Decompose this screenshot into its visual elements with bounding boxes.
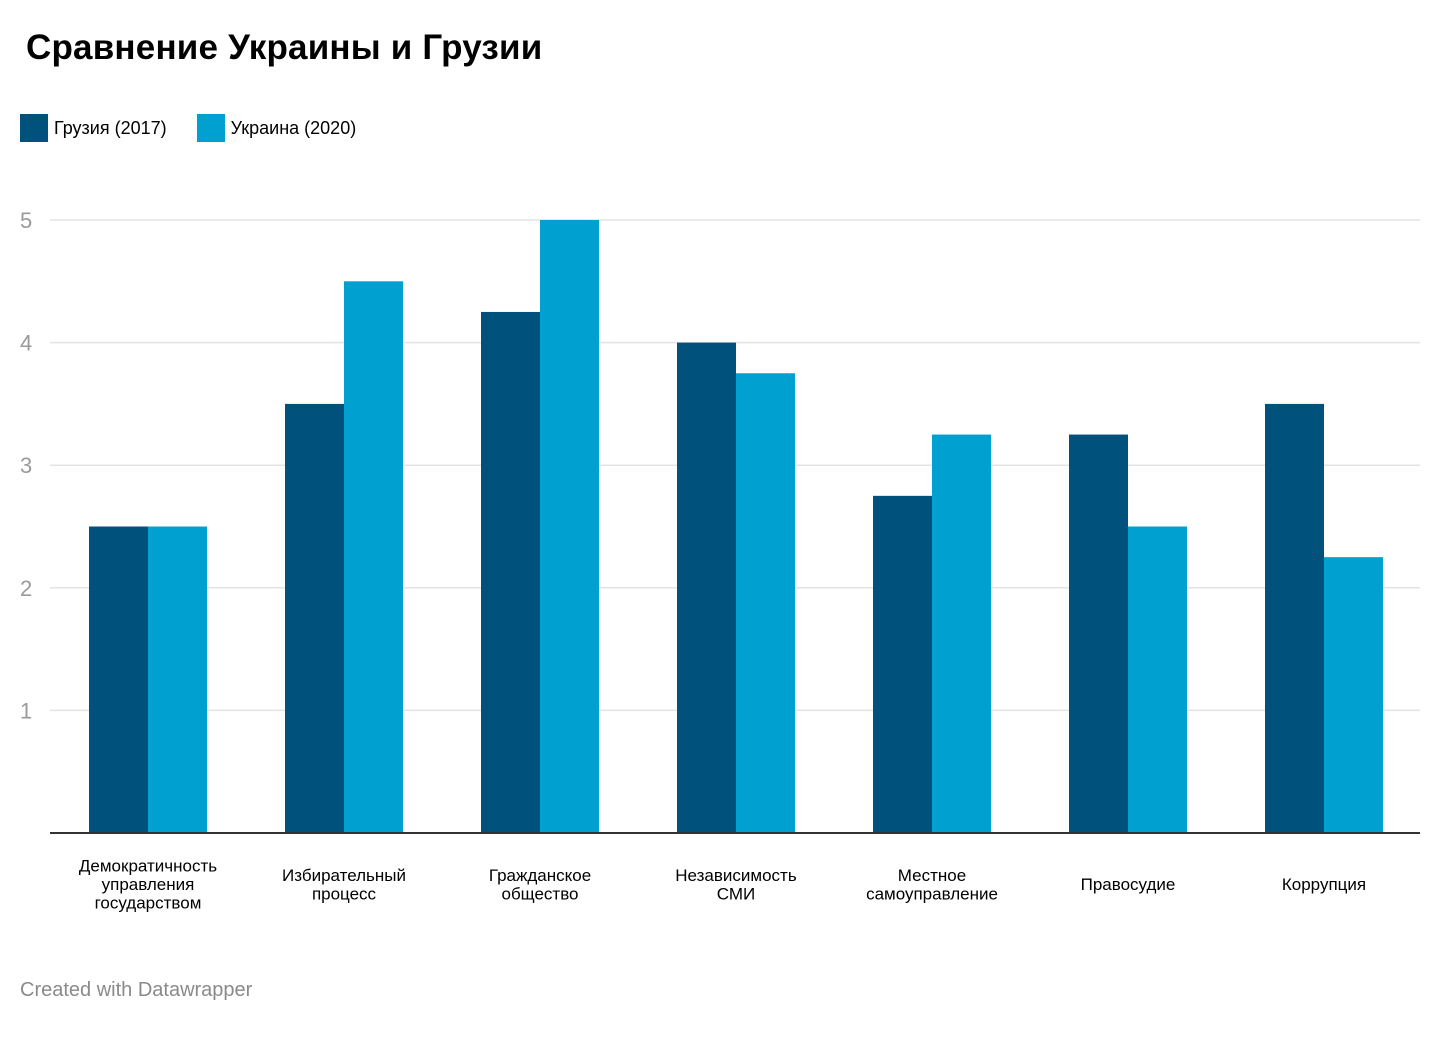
x-category-label-line: управления	[102, 875, 195, 894]
bar-georgia	[873, 495, 932, 833]
x-category-label: Демократичность управления государством	[79, 857, 217, 913]
x-category-label-line: Избирательный	[282, 866, 406, 885]
legend-label-georgia: Грузия (2017)	[54, 117, 167, 138]
bar-georgia	[1265, 403, 1324, 833]
legend-item-ukraine: Украина (2020)	[196, 114, 357, 142]
bar-georgia	[1069, 434, 1128, 833]
legend-swatch-georgia	[20, 114, 48, 142]
x-category-label-line: Коррупция	[1282, 875, 1366, 894]
x-category-label: Избирательный процесс	[282, 866, 406, 904]
bar-ukraine	[932, 434, 991, 833]
chart-title: Сравнение Украины и Грузии	[26, 28, 543, 67]
x-category-label-line: СМИ	[717, 884, 755, 903]
bar-georgia	[677, 342, 736, 833]
legend-swatch-ukraine	[196, 114, 225, 142]
x-category-label-line: самоуправление	[866, 884, 998, 903]
y-tick-label: 2	[20, 576, 32, 601]
bar-ukraine	[736, 373, 795, 833]
x-category-label-line: Независимость	[675, 866, 797, 885]
bar-georgia	[285, 403, 344, 833]
x-category-label-line: Демократичность	[79, 857, 217, 876]
bars	[89, 220, 1383, 833]
legend-item-georgia: Грузия (2017)	[20, 114, 167, 142]
bar-ukraine	[344, 281, 403, 833]
legend-label-ukraine: Украина (2020)	[230, 117, 357, 138]
bar-ukraine	[540, 220, 599, 833]
x-category-label-line: общество	[501, 884, 578, 903]
bar-georgia	[481, 311, 540, 833]
x-category-label-line: процесс	[312, 884, 377, 903]
y-tick-label: 5	[20, 208, 32, 233]
footer-credit: Created with Datawrapper	[20, 979, 253, 1001]
x-category-label: Независимость СМИ	[675, 866, 797, 904]
y-tick-label: 4	[20, 331, 32, 356]
x-category-label-line: Гражданское	[489, 866, 591, 885]
bar-ukraine	[148, 526, 207, 833]
x-axis-labels: Демократичность управления государством Изб…	[79, 857, 1366, 913]
bar-ukraine	[1128, 526, 1187, 833]
x-category-label: Местное самоуправление	[866, 866, 998, 904]
bar-georgia	[89, 526, 148, 833]
legend: Грузия (2017) Украина (2020)	[20, 114, 386, 142]
y-axis-ticks: 1 2 3 4 5	[20, 208, 32, 723]
x-category-label: Гражданское общество	[489, 866, 591, 904]
y-tick-label: 3	[20, 453, 32, 478]
y-tick-label: 1	[20, 698, 32, 723]
x-category-label-line: Местное	[898, 866, 966, 885]
x-category-label: Правосудие	[1081, 875, 1176, 894]
x-category-label-line: государством	[95, 894, 202, 913]
x-category-label-line: Правосудие	[1081, 875, 1176, 894]
x-category-label: Коррупция	[1282, 875, 1366, 894]
bar-ukraine	[1324, 557, 1383, 833]
